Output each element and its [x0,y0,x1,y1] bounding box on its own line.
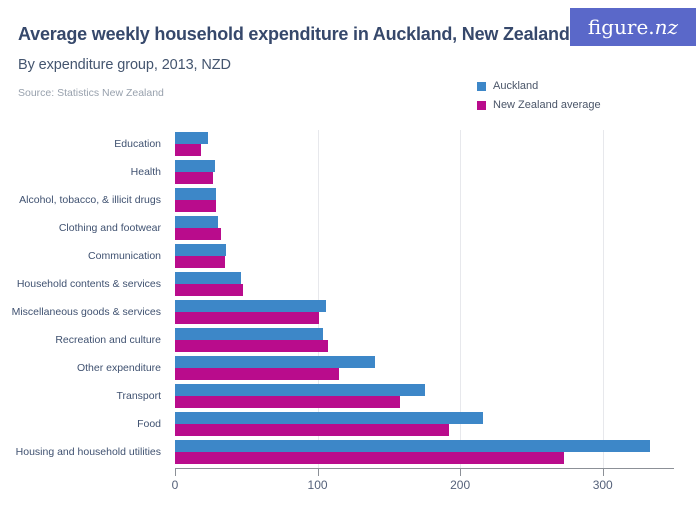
bar-group [175,326,674,354]
axis-tick [175,469,176,476]
gridline [460,130,462,468]
bar-nz-average [175,340,328,352]
bar-nz-average [175,172,214,184]
axis-tick-label: 0 [171,478,179,492]
bar-group [175,382,674,410]
bar-auckland [175,272,241,284]
category-label: Household contents & services [16,278,161,290]
bar-nz-average [175,228,221,240]
category-label: Miscellaneous goods & services [11,306,161,318]
bar-nz-average [175,284,244,296]
bar-auckland [175,412,483,424]
bar-group [175,158,674,186]
legend-label: New Zealand average [493,99,601,111]
bar-group [175,130,674,158]
chart-legend: Auckland New Zealand average [477,80,601,118]
bar-group [175,438,674,466]
axis-tick [460,469,462,476]
source-attribution: Source: Statistics New Zealand [18,87,164,99]
bar-nz-average [175,368,339,380]
category-label: Alcohol, tobacco, & illicit drugs [19,194,161,206]
category-label: Housing and household utilities [15,446,161,458]
bar-auckland [175,356,375,368]
category-label: Other expenditure [76,362,161,374]
axis-tick-label: 100 [307,478,328,492]
logo-text: figure. [587,15,655,39]
legend-item-auckland: Auckland [477,80,601,92]
bar-auckland [175,300,327,312]
category-label: Transport [116,390,161,402]
bar-auckland [175,328,324,340]
category-label: Education [114,138,161,150]
bar-group [175,410,674,438]
bar-auckland [175,216,218,228]
bar-nz-average [175,256,225,268]
category-label: Clothing and footwear [58,222,161,234]
bar-nz-average [175,200,217,212]
bar-auckland [175,384,425,396]
bar-nz-average [175,312,319,324]
bar-group [175,242,674,270]
bar-nz-average [175,452,565,464]
category-label: Health [130,166,161,178]
nz-average-swatch-icon [477,100,486,110]
axis-tick-label: 300 [592,478,613,492]
bar-group [175,354,674,382]
bar-nz-average [175,396,401,408]
category-label: Food [137,418,161,430]
bar-auckland [175,188,217,200]
plot-area [175,130,674,468]
bar-group [175,214,674,242]
gridline [602,130,604,468]
auckland-swatch-icon [477,81,486,91]
bar-group [175,298,674,326]
bar-nz-average [175,144,201,156]
bar-chart: Education Health Alcohol, tobacco, & illic… [0,130,700,492]
x-axis: 0 100 200 300 [171,468,674,498]
bar-auckland [175,244,227,256]
bar-auckland [175,440,650,452]
category-label: Communication [88,250,161,262]
axis-tick [317,469,319,476]
logo-text-accent: nz [654,15,679,39]
bar-group [175,186,674,214]
chart-subtitle: By expenditure group, 2013, NZD [18,57,231,73]
axis-tick-label: 200 [450,478,471,492]
bar-auckland [175,132,208,144]
figure-nz-logo[interactable]: figure. nz [570,8,696,46]
legend-label: Auckland [493,80,539,92]
legend-item-nz-average: New Zealand average [477,99,601,111]
bar-group [175,270,674,298]
axis-tick [602,469,604,476]
page-title: Average weekly household expenditure in … [18,24,570,44]
category-labels: Education Health Alcohol, tobacco, & illic… [0,130,168,466]
gridline [317,130,319,468]
category-label: Recreation and culture [55,334,161,346]
bar-nz-average [175,424,449,436]
bar-auckland [175,160,215,172]
